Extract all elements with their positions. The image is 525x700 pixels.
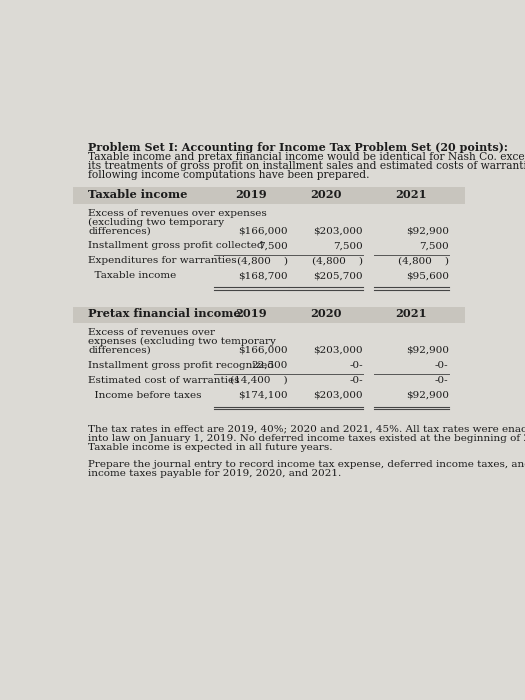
Text: Installment gross profit recognized: Installment gross profit recognized <box>88 360 274 370</box>
Text: $203,000: $203,000 <box>313 346 363 355</box>
Text: The tax rates in effect are 2019, 40%; 2020 and 2021, 45%. All tax rates were en: The tax rates in effect are 2019, 40%; 2… <box>88 424 525 433</box>
Text: differences): differences) <box>88 346 151 355</box>
Text: $203,000: $203,000 <box>313 227 363 235</box>
Text: Prepare the journal entry to record income tax expense, deferred income taxes, a: Prepare the journal entry to record inco… <box>88 460 525 469</box>
Text: 7,500: 7,500 <box>258 241 288 251</box>
Text: $203,000: $203,000 <box>313 391 363 400</box>
Text: Taxable income: Taxable income <box>88 189 187 199</box>
Bar <box>74 307 465 323</box>
Text: its treatments of gross profit on installment sales and estimated costs of warra: its treatments of gross profit on instal… <box>88 161 525 171</box>
Text: $92,900: $92,900 <box>406 391 449 400</box>
Text: Installment gross profit collected: Installment gross profit collected <box>88 241 264 251</box>
Bar <box>74 187 465 204</box>
Text: Taxable income is expected in all future years.: Taxable income is expected in all future… <box>88 443 332 452</box>
Text: 2019: 2019 <box>235 308 267 319</box>
Text: Expenditures for warranties: Expenditures for warranties <box>88 256 237 265</box>
Text: 7,500: 7,500 <box>419 241 449 251</box>
Text: Estimated cost of warranties: Estimated cost of warranties <box>88 376 239 385</box>
Text: 2020: 2020 <box>310 308 342 319</box>
Text: (4,800    ): (4,800 ) <box>312 256 363 265</box>
Text: $95,600: $95,600 <box>406 272 449 281</box>
Text: (4,800    ): (4,800 ) <box>237 256 288 265</box>
Text: $92,900: $92,900 <box>406 346 449 355</box>
Text: $174,100: $174,100 <box>238 391 288 400</box>
Text: $166,000: $166,000 <box>238 227 288 235</box>
Text: Problem Set I: Accounting for Income Tax Problem Set (20 points):: Problem Set I: Accounting for Income Tax… <box>88 141 508 153</box>
Text: 2019: 2019 <box>235 189 267 199</box>
Text: (4,800    ): (4,800 ) <box>397 256 449 265</box>
Text: $168,700: $168,700 <box>238 272 288 281</box>
Text: -0-: -0- <box>350 360 363 370</box>
Text: Taxable income and pretax financial income would be identical for Nash Co. excep: Taxable income and pretax financial inco… <box>88 152 525 162</box>
Text: expenses (excluding two temporary: expenses (excluding two temporary <box>88 337 276 346</box>
Text: -0-: -0- <box>350 376 363 385</box>
Text: Pretax financial income: Pretax financial income <box>88 308 240 319</box>
Text: $166,000: $166,000 <box>238 346 288 355</box>
Text: -0-: -0- <box>435 360 449 370</box>
Text: 22,500: 22,500 <box>251 360 288 370</box>
Text: Taxable income: Taxable income <box>88 272 176 281</box>
Text: Excess of revenues over: Excess of revenues over <box>88 328 215 337</box>
Text: (14,400    ): (14,400 ) <box>230 376 288 385</box>
Text: 7,500: 7,500 <box>333 241 363 251</box>
Text: differences): differences) <box>88 227 151 235</box>
Text: 2020: 2020 <box>310 189 342 199</box>
Text: 2021: 2021 <box>396 189 427 199</box>
Text: $205,700: $205,700 <box>313 272 363 281</box>
Text: into law on January 1, 2019. No deferred income taxes existed at the beginning o: into law on January 1, 2019. No deferred… <box>88 433 525 442</box>
Text: Excess of revenues over expenses: Excess of revenues over expenses <box>88 209 267 218</box>
Text: 2021: 2021 <box>396 308 427 319</box>
Text: income taxes payable for 2019, 2020, and 2021.: income taxes payable for 2019, 2020, and… <box>88 469 341 478</box>
Text: Income before taxes: Income before taxes <box>88 391 202 400</box>
Text: (excluding two temporary: (excluding two temporary <box>88 218 224 227</box>
Text: -0-: -0- <box>435 376 449 385</box>
Text: $92,900: $92,900 <box>406 227 449 235</box>
Text: following income computations have been prepared.: following income computations have been … <box>88 170 370 180</box>
